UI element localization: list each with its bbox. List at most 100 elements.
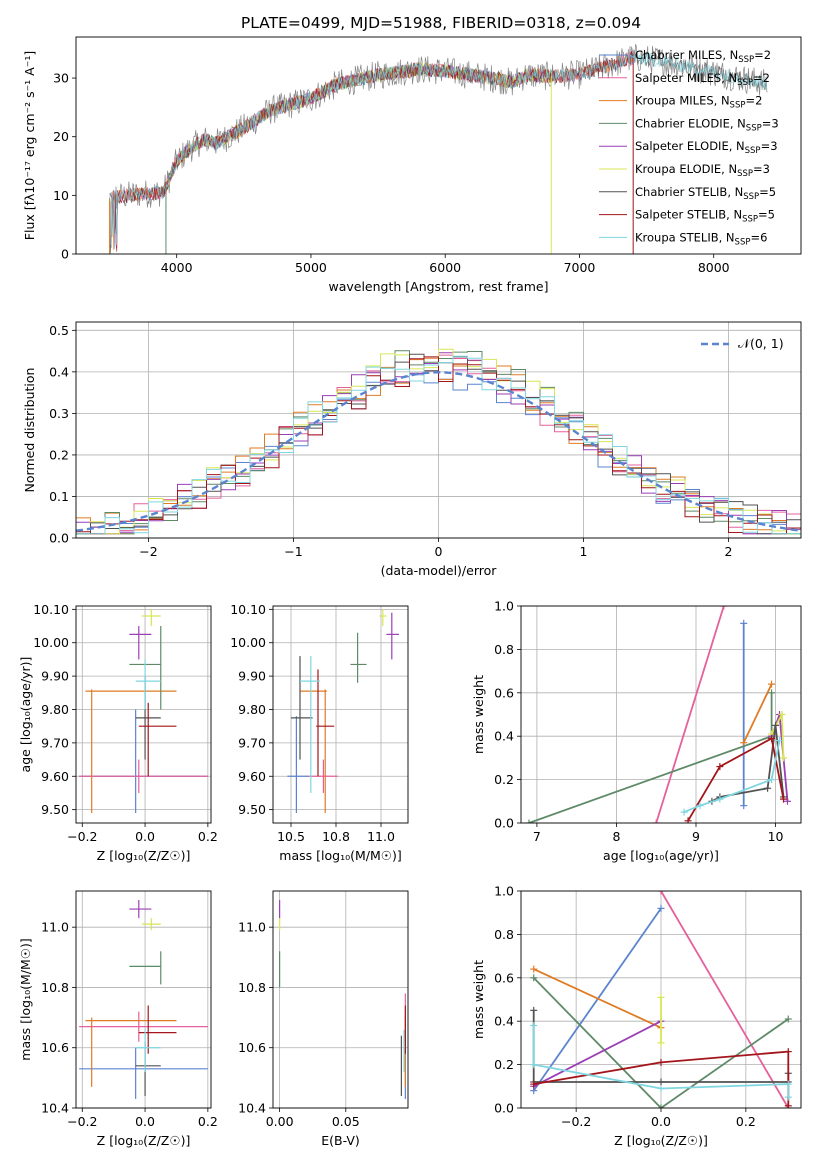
weight-marker-kroupa-stelib	[680, 808, 688, 816]
y-tick-label: 11.0	[41, 920, 69, 935]
y-tick-label: 0.5	[49, 323, 69, 338]
weight-marker-kroupa-stelib	[657, 1084, 665, 1092]
weight-marker-chabrier-stelib	[764, 784, 772, 792]
y-tick-label: 0.1	[49, 489, 69, 504]
legend-label-sub: SSP	[737, 78, 753, 88]
y-tick-label: 9.70	[41, 735, 69, 750]
histogram-salpeter-miles	[76, 354, 801, 535]
legend-label-chabrier-stelib: Chabrier STELIB, NSSP=5	[635, 185, 776, 202]
legend-label-text: Salpeter MILES, N	[635, 71, 737, 85]
weight-line-salpeter-miles	[655, 606, 725, 823]
errorbar-salpeter-stelib	[138, 1005, 177, 1054]
x-tick-label: 0.0	[135, 829, 155, 844]
x-tick-label: −0.2	[561, 1114, 591, 1129]
x-axis-label: Z [log₁₀(Z/Z☉)]	[97, 848, 191, 863]
x-tick-label: 10.8	[322, 829, 350, 844]
errorbar-salpeter-stelib	[138, 702, 177, 777]
weight-marker-kroupa-stelib	[696, 802, 704, 810]
x-tick-label: 0	[435, 544, 443, 559]
axes-frame	[272, 605, 409, 824]
weight-marker-chabrier-elodie	[784, 1015, 792, 1023]
y-tick-label: 9.60	[238, 769, 266, 784]
errorbar-salpeter-elodie	[129, 900, 152, 919]
y-tick-label: 9.90	[238, 669, 266, 684]
weight-marker-kroupa-elodie	[657, 993, 665, 1001]
y-tick-label: 1.0	[494, 884, 514, 899]
weight-marker-salpeter-stelib	[768, 734, 776, 742]
y-axis-label: mass [log₁₀(M/M☉)]	[18, 938, 33, 1060]
y-tick-label: 10.10	[33, 602, 69, 617]
weight-marker-kroupa-stelib	[530, 1022, 538, 1030]
legend-label-sub: SSP	[743, 192, 759, 202]
x-tick-label: 8	[612, 829, 620, 844]
y-tick-label: 0.8	[494, 642, 514, 657]
weight-marker-salpeter-elodie	[783, 797, 791, 805]
y-tick-label: 9.80	[238, 702, 266, 717]
age-vs-metallicity-panel: −0.2 0.0 0.2 9.50 9.60 9.70 9.80 9.90 10.00 10.10…	[18, 602, 218, 863]
figure-title: PLATE=0499, MJD=51988, FIBERID=0318, z=0…	[241, 14, 641, 32]
weight-line-chabrier-miles	[532, 907, 662, 1092]
legend-label-salpeter-elodie: Salpeter ELODIE, NSSP=3	[635, 139, 778, 156]
x-tick-label: 0.2	[198, 1114, 218, 1129]
histogram-kroupa-stelib	[76, 355, 801, 535]
legend: 𝒩(0, 1)	[701, 336, 784, 351]
y-tick-label: 0.2	[494, 772, 514, 787]
weight-line-chabrier-elodie	[533, 977, 789, 1108]
legend-label-normal: 𝒩(0, 1)	[738, 336, 784, 351]
weight-marker-salpeter-stelib	[784, 1048, 792, 1056]
weight-marker-salpeter-stelib	[784, 1102, 792, 1108]
errorbar-salpeter-elodie	[129, 626, 152, 660]
x-tick-label: −2	[139, 544, 157, 559]
errorbar-kroupa-stelib	[300, 656, 320, 793]
legend-label-suffix: =3	[762, 116, 779, 130]
weight-marker-chabrier-miles	[740, 802, 748, 810]
x-tick-label: 9	[692, 829, 700, 844]
plot-area	[79, 900, 208, 1099]
errorbar-kroupa-miles	[300, 689, 327, 813]
y-tick-label: 0.0	[49, 531, 69, 546]
y-tick-label: 0.4	[49, 364, 69, 379]
x-tick-label: 7	[533, 829, 541, 844]
weight-vs-age-panel: 7 8 9 10 0.0 0.2 0.4 0.6 0.8 1.0 age [log₁₀(age/yr…	[471, 599, 802, 863]
weight-marker-kroupa-stelib	[784, 1080, 792, 1088]
legend-label-text: Chabrier STELIB, N	[635, 185, 743, 199]
plot-area	[525, 606, 791, 823]
plot-area	[79, 609, 208, 813]
legend-label-chabrier-elodie: Chabrier ELODIE, NSSP=3	[635, 116, 779, 133]
x-tick-label: 10	[768, 829, 784, 844]
weight-vs-metallicity-panel: −0.2 0.0 0.2 0.0 0.2 0.4 0.6 0.8 1.0 Z [log₁₀(Z/Z…	[471, 884, 802, 1148]
legend-label-sub: SSP	[735, 237, 751, 247]
y-tick-label: 10.10	[230, 602, 266, 617]
weight-marker-chabrier-miles	[657, 904, 665, 912]
errorbar-kroupa-stelib	[135, 659, 161, 710]
model-spectrum-salpeter-stelib	[109, 51, 634, 252]
y-axis-label: mass weight	[471, 960, 486, 1039]
residuals-panel: −2 −1 0 1 2 0.0 0.1 0.2 0.3 0.4 0.5 (data-model)/er…	[22, 321, 802, 578]
legend-label-salpeter-stelib: Salpeter STELIB, NSSP=5	[635, 208, 775, 225]
weight-marker-salpeter-stelib	[716, 763, 724, 771]
weight-marker-salpeter-stelib	[657, 1058, 665, 1066]
plot-area	[530, 891, 792, 1108]
y-tick-label: 0.6	[494, 685, 514, 700]
weight-marker-salpeter-stelib	[684, 817, 692, 823]
x-tick-label: 2	[725, 544, 733, 559]
x-tick-label: 6000	[429, 260, 461, 275]
x-tick-label: 0.05	[332, 1114, 360, 1129]
weight-line-salpeter-stelib	[533, 1050, 790, 1106]
axes-frame	[75, 321, 802, 539]
y-tick-label: 10.4	[238, 1101, 266, 1116]
y-tick-label: 0.3	[49, 406, 69, 421]
errorbar-salpeter-miles	[79, 759, 208, 793]
histogram-salpeter-stelib	[76, 356, 801, 535]
weight-marker-kroupa-stelib	[776, 737, 784, 745]
y-tick-label: 9.50	[41, 802, 69, 817]
errorbar-salpeter-miles	[79, 1011, 208, 1042]
legend-label-text: Chabrier ELODIE, N	[635, 116, 746, 130]
plot-area	[109, 43, 768, 254]
weight-marker-kroupa-stelib	[768, 776, 776, 784]
y-axis-label: age [log₁₀(age/yr)]	[18, 657, 33, 773]
weight-marker-chabrier-stelib	[772, 721, 780, 729]
legend-label-text: Kroupa STELIB, N	[635, 230, 735, 244]
x-tick-label: 0.00	[266, 1114, 294, 1129]
